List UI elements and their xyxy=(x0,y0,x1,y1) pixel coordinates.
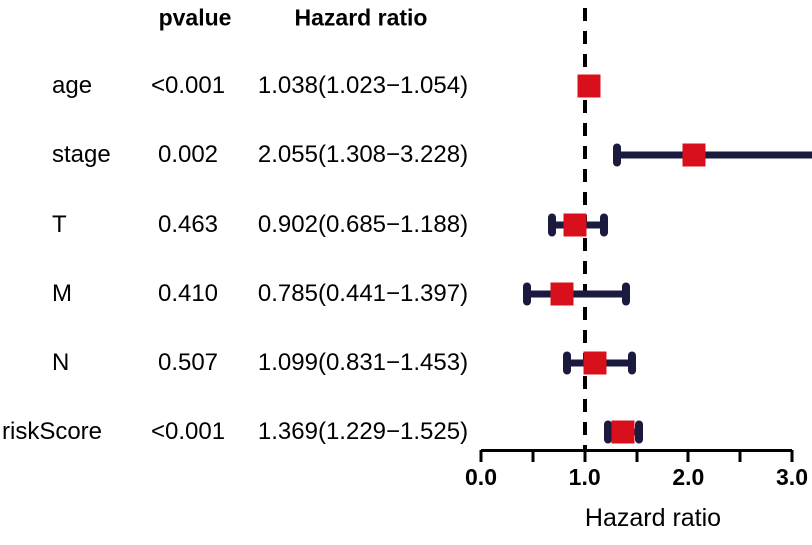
row-label: age xyxy=(52,72,93,99)
row-pvalue: 0.002 xyxy=(157,141,219,168)
x-axis-label: Hazard ratio xyxy=(584,504,722,532)
x-axis-tick xyxy=(583,450,587,462)
row-pvalue: <0.001 xyxy=(150,72,226,99)
ci-cap-left xyxy=(604,420,613,444)
row-label: N xyxy=(52,349,70,376)
ci-cap-right xyxy=(600,213,609,237)
row-pvalue: 0.463 xyxy=(157,211,219,238)
ci-bar xyxy=(526,290,626,298)
row-pvalue: 0.507 xyxy=(157,349,219,376)
row-pvalue: <0.001 xyxy=(150,418,226,445)
ci-bar xyxy=(616,151,812,159)
hr-marker xyxy=(583,351,607,375)
ci-cap-left xyxy=(563,351,572,375)
hr-marker xyxy=(563,213,586,237)
row-hazard-ratio-text: 1.369(1.229−1.525) xyxy=(257,418,469,445)
row-hazard-ratio-text: 0.902(0.685−1.188) xyxy=(257,211,469,238)
row-hazard-ratio-text: 0.785(0.441−1.397) xyxy=(257,280,469,307)
column-header-pvalue: pvalue xyxy=(158,4,232,31)
ci-cap-right xyxy=(621,282,630,306)
x-axis-tick-label: 2.0 xyxy=(672,464,705,490)
hr-marker xyxy=(682,143,706,167)
row-label: stage xyxy=(52,141,111,168)
hr-marker xyxy=(577,74,601,98)
x-axis-tick xyxy=(686,450,690,462)
x-axis-tick-label: 3.0 xyxy=(776,464,808,490)
hr-marker xyxy=(550,282,574,306)
row-pvalue: 0.410 xyxy=(157,280,219,307)
ci-cap-right xyxy=(635,420,644,444)
x-axis-tick xyxy=(738,450,742,462)
x-axis-tick xyxy=(635,450,638,462)
row-hazard-ratio-text: 2.055(1.308−3.228) xyxy=(257,141,469,168)
row-label: T xyxy=(52,211,67,238)
ci-cap-left xyxy=(612,143,621,167)
row-label: M xyxy=(52,280,72,307)
x-axis-tick xyxy=(479,450,483,462)
ci-cap-right xyxy=(627,351,636,375)
ci-cap-left xyxy=(522,282,531,306)
column-header-hazard-ratio: Hazard ratio xyxy=(294,4,428,31)
x-axis-tick xyxy=(790,450,794,462)
x-axis-tick-label: 0.0 xyxy=(465,464,497,490)
x-axis-tick-label: 1.0 xyxy=(568,464,601,490)
row-hazard-ratio-text: 1.038(1.023−1.054) xyxy=(257,72,469,99)
x-axis-tick xyxy=(531,450,535,462)
hr-marker xyxy=(611,420,635,444)
row-hazard-ratio-text: 1.099(0.831−1.453) xyxy=(257,349,469,376)
row-label: riskScore xyxy=(2,418,103,445)
ci-cap-left xyxy=(548,213,556,237)
